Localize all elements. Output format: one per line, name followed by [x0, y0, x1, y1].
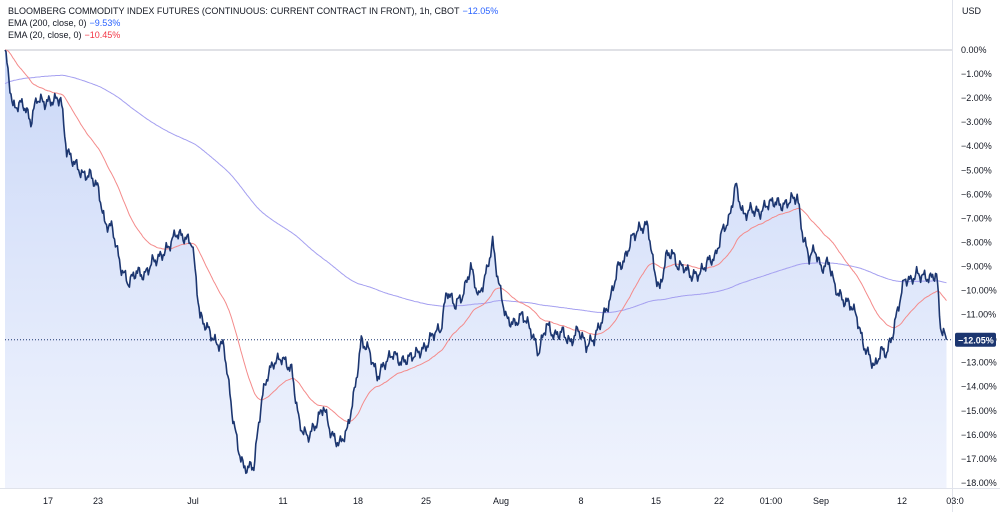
legend-title-row: BLOOMBERG COMMODITY INDEX FUTURES (CONTI… — [8, 5, 501, 17]
x-tick-label: 17 — [43, 496, 53, 506]
x-tick-label: Sep — [813, 496, 829, 506]
ema20-value: −10.45% — [84, 30, 121, 40]
y-tick-label: −6.00% — [961, 189, 992, 199]
x-tick-label: 12 — [897, 496, 907, 506]
y-tick-label: −2.00% — [961, 93, 992, 103]
y-tick-label: −7.00% — [961, 213, 992, 223]
y-tick-label: −11.00% — [961, 310, 996, 320]
x-tick-label: Aug — [493, 496, 509, 506]
x-tick-label: Jul — [187, 496, 199, 506]
y-tick-label: −1.00% — [961, 69, 992, 79]
ema200-value: −9.53% — [89, 18, 121, 28]
y-tick-label: −5.00% — [961, 165, 992, 175]
x-tick-label: 8 — [578, 496, 583, 506]
y-tick-label: −13.00% — [961, 358, 997, 368]
y-tick-label: −18.00% — [961, 478, 997, 488]
legend-ema200-row[interactable]: EMA (200, close, 0) −9.53% — [8, 17, 501, 29]
ema20-label: EMA (20, close, 0) — [8, 30, 82, 40]
x-tick-label: 18 — [353, 496, 363, 506]
y-tick-label: −3.00% — [961, 117, 992, 127]
y-tick-label: −15.00% — [961, 406, 997, 416]
ema200-label: EMA (200, close, 0) — [8, 18, 87, 28]
symbol-title[interactable]: BLOOMBERG COMMODITY INDEX FUTURES (CONTI… — [8, 6, 460, 16]
x-tick-label: 11 — [278, 496, 287, 506]
x-tick-label: 22 — [714, 496, 724, 506]
x-tick-label: 01:00 — [760, 496, 783, 506]
x-tick-label: 03:0 — [946, 496, 964, 506]
symbol-value: −12.05% — [462, 6, 499, 16]
y-tick-label: −4.00% — [961, 141, 992, 151]
y-tick-label: 0.00% — [961, 45, 987, 55]
y-tick-label: −8.00% — [961, 237, 992, 247]
chart-legend: BLOOMBERG COMMODITY INDEX FUTURES (CONTI… — [8, 5, 501, 41]
x-tick-label: 25 — [421, 496, 431, 506]
price-axis-unit: USD — [962, 6, 982, 16]
ema200-line[interactable] — [4, 74, 947, 314]
last-price-badge — [955, 332, 996, 347]
y-tick-label: −17.00% — [961, 454, 997, 464]
y-tick-label: −14.00% — [961, 382, 997, 392]
ema20-line[interactable] — [5, 49, 947, 422]
y-tick-label: −9.00% — [961, 262, 992, 272]
x-tick-label: 15 — [651, 496, 661, 506]
y-tick-label: −16.00% — [961, 430, 997, 440]
price-area-fill — [5, 50, 947, 488]
last-price-badge-text: −12.05% — [958, 335, 994, 345]
y-tick-label: −10.00% — [961, 286, 997, 296]
legend-ema20-row[interactable]: EMA (20, close, 0) −10.45% — [8, 29, 501, 41]
x-tick-label: 23 — [93, 496, 103, 506]
price-line[interactable] — [4, 49, 948, 475]
